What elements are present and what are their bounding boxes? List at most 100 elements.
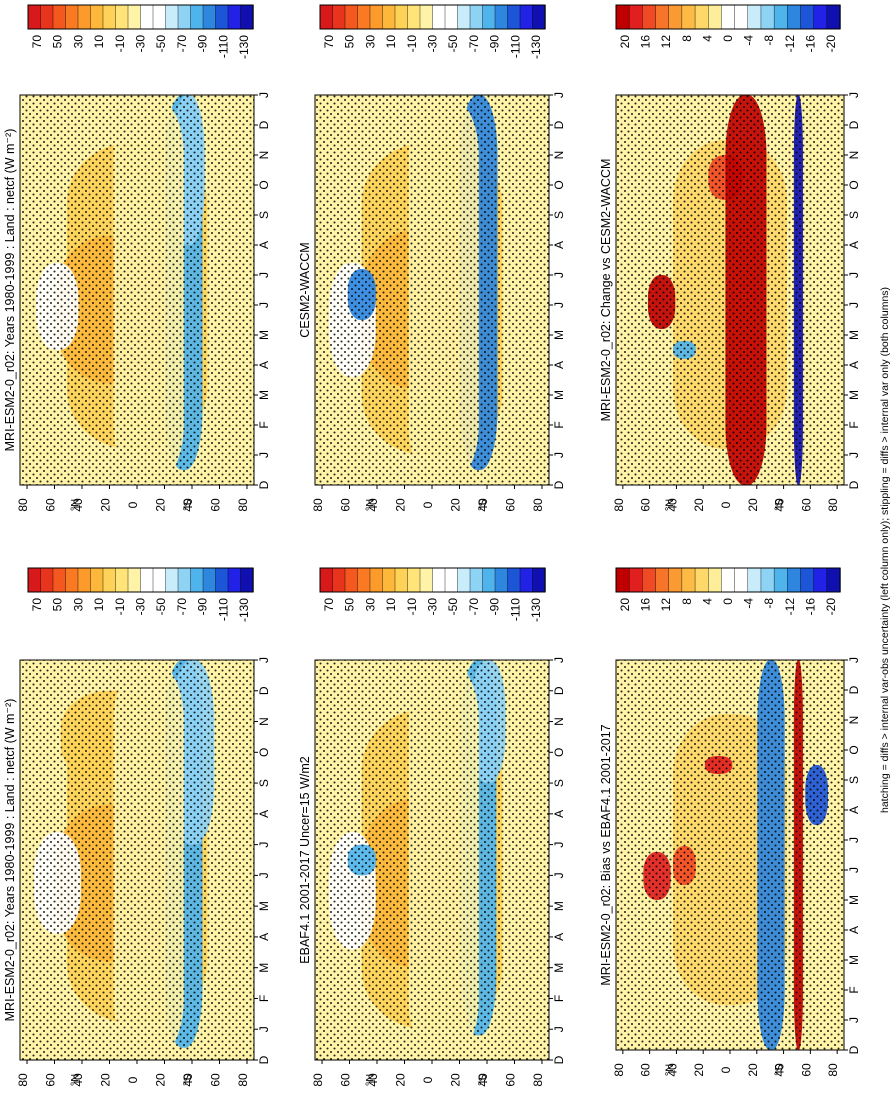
lat-label: 20 bbox=[692, 498, 706, 512]
colorbar-swatch bbox=[227, 567, 242, 593]
lat-label: 0 bbox=[126, 501, 140, 508]
colorbar-swatch bbox=[813, 567, 828, 593]
colorbar-swatch bbox=[694, 567, 709, 593]
month-label: J bbox=[257, 842, 271, 848]
colorbar-label: -8 bbox=[762, 35, 776, 46]
colorbar-swatch bbox=[655, 567, 670, 593]
month-label: N bbox=[847, 151, 861, 160]
hemisphere-n-label: °N bbox=[664, 499, 676, 511]
month-label: S bbox=[847, 211, 861, 219]
colorbar-swatch bbox=[65, 567, 79, 593]
colorbar-swatch bbox=[800, 4, 815, 30]
colorbar-label: 16 bbox=[639, 598, 653, 612]
colorbar-label: -8 bbox=[762, 598, 776, 609]
colorbar-label: -90 bbox=[196, 598, 210, 616]
colorbar-swatch bbox=[532, 567, 546, 593]
stippling bbox=[616, 95, 844, 485]
colorbar-swatch bbox=[760, 4, 775, 30]
month-label: N bbox=[257, 151, 271, 160]
colorbar-label: -16 bbox=[803, 35, 817, 53]
colorbar-label: -12 bbox=[783, 35, 797, 53]
colorbar-swatch bbox=[655, 4, 670, 30]
colorbar-swatch bbox=[432, 567, 446, 593]
colorbar-swatch bbox=[773, 4, 788, 30]
month-label: D bbox=[257, 686, 271, 695]
lat-label: 40 bbox=[665, 1063, 679, 1077]
lat-label: 40 bbox=[366, 498, 380, 512]
colorbar-swatch bbox=[532, 4, 546, 30]
month-label: O bbox=[257, 748, 271, 757]
month-label: D bbox=[847, 120, 861, 129]
month-label: F bbox=[847, 986, 861, 993]
month-label: M bbox=[257, 901, 271, 911]
colorbar: 20 16 12 8 4 0 -4 -8 -12 -16 -20 bbox=[615, 567, 841, 616]
colorbar-swatch bbox=[419, 567, 434, 593]
month-label: D bbox=[552, 120, 566, 129]
lat-label: 40 bbox=[366, 1073, 380, 1087]
panel-title: CESM2-WACCM bbox=[298, 242, 312, 337]
panel-title: MRI-ESM2-0_r02: Years 1980-1999 : Land :… bbox=[3, 129, 17, 452]
month-label: A bbox=[847, 926, 861, 934]
month-label: J bbox=[257, 92, 271, 98]
month-label: A bbox=[847, 241, 861, 249]
lat-label: 60 bbox=[339, 1073, 353, 1087]
month-label: J bbox=[552, 272, 566, 278]
hemisphere-n-label: °N bbox=[365, 499, 377, 511]
colorbar-label: -10 bbox=[405, 598, 419, 616]
colorbar-swatch bbox=[642, 567, 657, 593]
colorbar: 20 16 12 8 4 0 -4 -8 -12 -16 -20 bbox=[615, 4, 841, 53]
colorbar-swatch bbox=[507, 4, 521, 30]
colorbar-label: 30 bbox=[71, 35, 85, 49]
colorbar-swatch bbox=[826, 567, 841, 593]
colorbar-swatch bbox=[747, 4, 762, 30]
colorbar-swatch bbox=[394, 4, 409, 30]
lat-label: 80 bbox=[236, 1073, 250, 1087]
lat-label: 60 bbox=[339, 498, 353, 512]
colorbar-label: 10 bbox=[384, 598, 398, 612]
colorbar-label: -110 bbox=[508, 35, 522, 58]
colorbar-swatch bbox=[457, 4, 471, 30]
colorbar-label: 70 bbox=[322, 598, 336, 612]
colorbar-label: 30 bbox=[363, 598, 377, 612]
colorbar-frame bbox=[27, 4, 254, 30]
colorbar-swatch bbox=[319, 567, 334, 593]
lat-label: 80 bbox=[826, 498, 840, 512]
colorbar-swatch bbox=[494, 4, 509, 30]
lat-label: 0 bbox=[421, 501, 435, 508]
colorbar-label: 50 bbox=[51, 35, 65, 49]
stippling bbox=[315, 660, 549, 1060]
colorbar-swatch bbox=[444, 567, 459, 593]
colorbar-label: -16 bbox=[803, 598, 817, 616]
colorbar-swatch bbox=[357, 567, 371, 593]
colorbar-label: 20 bbox=[618, 598, 632, 612]
month-label: O bbox=[552, 180, 566, 189]
lat-label: 20 bbox=[99, 1073, 113, 1087]
colorbar-swatch bbox=[813, 4, 828, 30]
colorbar-label: -70 bbox=[175, 35, 189, 53]
lat-label: 20 bbox=[448, 498, 462, 512]
month-label: J bbox=[847, 302, 861, 308]
lat-label: 40 bbox=[773, 498, 787, 512]
colorbar-swatch bbox=[344, 567, 359, 593]
colorbar-swatch bbox=[215, 4, 229, 30]
colorbar-frame bbox=[615, 567, 841, 593]
hemisphere-s-label: °S bbox=[477, 499, 489, 511]
month-label: J bbox=[847, 1017, 861, 1023]
colorbar-label: 12 bbox=[659, 598, 673, 612]
colorbar-swatch bbox=[681, 4, 696, 30]
lat-label: 40 bbox=[181, 1073, 195, 1087]
colorbar-label: -30 bbox=[134, 598, 148, 616]
colorbar-label: 0 bbox=[721, 598, 735, 605]
colorbar-label: -30 bbox=[426, 598, 440, 616]
colorbar-label: -130 bbox=[237, 35, 251, 59]
month-label: M bbox=[847, 955, 861, 965]
month-label: J bbox=[847, 867, 861, 873]
colorbar-swatch bbox=[708, 4, 723, 30]
month-label: N bbox=[552, 151, 566, 160]
colorbar-label: -10 bbox=[113, 35, 127, 53]
month-label: M bbox=[552, 901, 566, 911]
colorbar-swatch bbox=[708, 567, 723, 593]
colorbar-swatch bbox=[668, 4, 683, 30]
colorbar-label: 10 bbox=[92, 598, 106, 612]
